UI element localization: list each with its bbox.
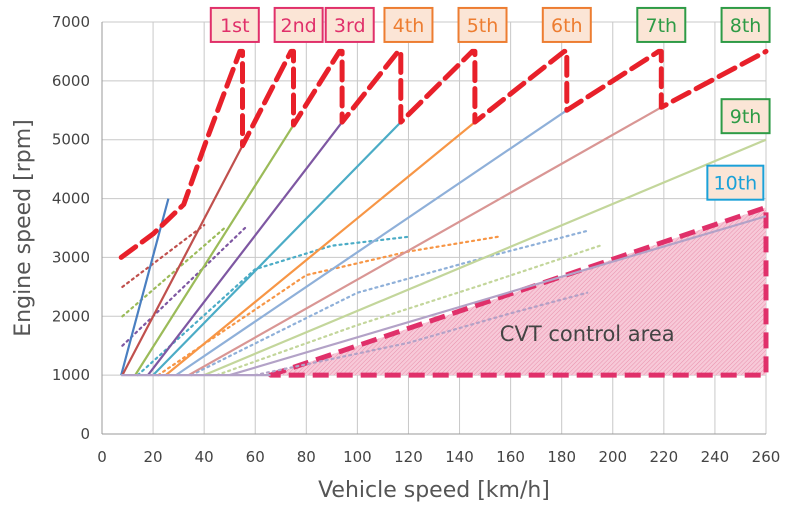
gear-label-box: [720, 6, 771, 43]
x-tick-label: 160: [496, 448, 525, 466]
gear-label-text: 9th: [730, 106, 762, 128]
y-tick-label: 2000: [52, 307, 90, 325]
gear-line-5th: [152, 121, 402, 376]
gear-line-9th: [203, 138, 767, 377]
gear-line-4th: [147, 121, 343, 376]
gear-label-2nd: 2nd: [273, 6, 324, 43]
y-tick-label: 7000: [52, 13, 90, 31]
dotted-line: [136, 235, 410, 377]
x-tick-label: 260: [752, 448, 781, 466]
gear-label-text: 3rd: [334, 15, 366, 37]
cvt-area-label: CVT control area: [500, 322, 675, 346]
gear-line-1st: [120, 198, 170, 376]
dotted-line: [157, 235, 499, 377]
dotted-line: [190, 229, 589, 377]
gear-labels-layer: 1st 2nd 3rd 4th 5th 6th 7th 8th 9th 10th: [209, 6, 771, 201]
cvt-area-region: [268, 204, 769, 378]
shift-path-layer: [118, 48, 769, 260]
shift-schedule-path: [118, 48, 769, 260]
gear-label-box: [636, 6, 687, 43]
dotted-line: [121, 226, 226, 318]
x-tick-label: 20: [144, 448, 163, 466]
x-tick-label: 60: [246, 448, 265, 466]
gear-label-box: [706, 164, 765, 201]
axes: Vehicle speed [km/h] Engine speed [rpm] …: [11, 13, 780, 503]
gear-line-6th: [165, 121, 476, 376]
gear-label-box: [273, 6, 324, 43]
gear-label-box: [541, 6, 592, 43]
gear-line-8th: [188, 106, 662, 377]
gear-label-8th: 8th: [720, 6, 771, 43]
gear-label-1st: 1st: [209, 6, 260, 43]
gear-label-box: [324, 6, 375, 43]
gear-line-7th: [175, 109, 568, 377]
gear-label-3rd: 3rd: [324, 6, 375, 43]
gear-label-7th: 7th: [636, 6, 687, 43]
gear-label-text: 7th: [645, 15, 677, 37]
dotted-line: [121, 226, 247, 347]
x-tick-label: 120: [394, 448, 423, 466]
gear-label-text: 1st: [220, 15, 249, 37]
x-tick-label: 80: [297, 448, 316, 466]
gear-label-text: 6th: [551, 15, 583, 37]
gear-line-10th: [229, 215, 767, 377]
x-tick-label: 0: [97, 448, 107, 466]
gear-label-9th: 9th: [720, 98, 771, 135]
gear-label-text: 5th: [467, 15, 499, 37]
gear-label-text: 2nd: [281, 15, 317, 37]
gear-label-box: [457, 6, 508, 43]
y-tick-label: 4000: [52, 190, 90, 208]
y-tick-label: 0: [80, 425, 90, 443]
x-tick-label: 140: [445, 448, 474, 466]
gear-label-text: 10th: [714, 173, 758, 195]
y-tick-label: 6000: [52, 72, 90, 90]
gear-line-3rd: [134, 124, 295, 376]
gear-label-box: [209, 6, 260, 43]
dotted-line: [215, 244, 602, 377]
cvt-area-layer: CVT control area: [268, 204, 769, 378]
y-tick-label: 3000: [52, 248, 90, 266]
y-tick-label: 5000: [52, 131, 90, 149]
gear-label-box: [720, 98, 771, 135]
gear-label-box: [383, 6, 434, 43]
dotted-line: [121, 224, 206, 288]
x-tick-label: 240: [701, 448, 730, 466]
gear-label-text: 8th: [730, 15, 762, 37]
gear-label-4th: 4th: [383, 6, 434, 43]
x-tick-label: 200: [598, 448, 627, 466]
gear-label-10th: 10th: [706, 164, 765, 201]
y-axis-title: Engine speed [rpm]: [11, 119, 36, 336]
y-tick-label: 1000: [52, 366, 90, 384]
x-axis-title: Vehicle speed [km/h]: [318, 478, 550, 503]
x-tick-label: 220: [650, 448, 679, 466]
dotted-lines-layer: [121, 224, 602, 377]
dotted-line: [254, 291, 589, 377]
gear-label-text: 4th: [393, 15, 425, 37]
x-tick-label: 40: [195, 448, 214, 466]
gear-label-5th: 5th: [457, 6, 508, 43]
gear-line-2nd: [121, 145, 244, 376]
gear-lines-layer: [120, 106, 767, 377]
gear-label-6th: 6th: [541, 6, 592, 43]
x-tick-label: 180: [547, 448, 576, 466]
x-tick-label: 100: [343, 448, 372, 466]
